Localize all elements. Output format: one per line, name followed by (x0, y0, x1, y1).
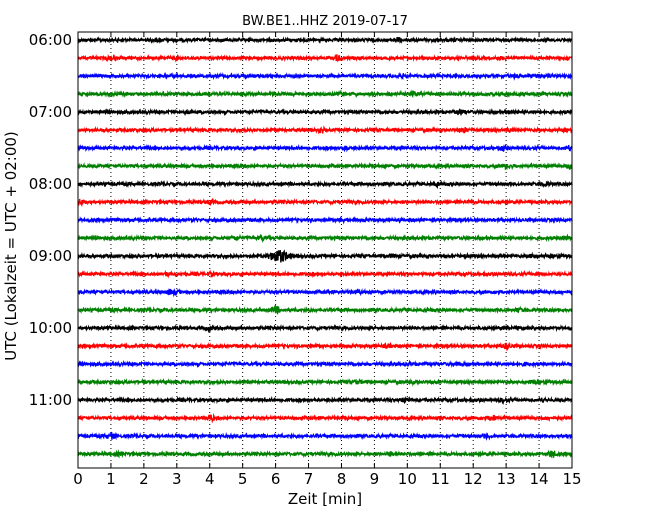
y-axis-label: UTC (Lokalzeit = UTC + 02:00) (2, 131, 20, 361)
x-tick-label: 2 (139, 470, 149, 488)
trace-layer (77, 35, 573, 459)
seismogram-trace (77, 359, 573, 369)
seismogram-trace (77, 125, 573, 135)
x-tick-label: 0 (73, 470, 83, 488)
seismogram-trace (77, 71, 573, 81)
y-tick-label: 08:00 (29, 175, 72, 193)
x-tick-label: 10 (398, 470, 417, 488)
x-tick-label: 6 (271, 470, 281, 488)
x-tick-label: 8 (337, 470, 347, 488)
seismogram-trace (77, 412, 573, 424)
seismogram-trace (77, 35, 573, 45)
seismogram-trace (77, 53, 573, 63)
y-tick-label: 10:00 (29, 319, 72, 337)
seismogram-trace (77, 304, 573, 315)
seismogram-trace (77, 179, 573, 190)
plot-frame (77, 31, 573, 469)
x-tick-label: 5 (238, 470, 248, 488)
seismogram-trace (77, 269, 573, 279)
seismogram-trace (77, 431, 573, 441)
x-tick-label: 4 (205, 470, 215, 488)
tick-layer: 0 1 2 3 4 5 6 7 8 9 10 11 12 13 14 1506:0007:0008:0009:… (29, 31, 582, 488)
x-tick-label: 12 (464, 470, 483, 488)
seismogram-trace (77, 197, 573, 208)
seismogram-trace (77, 88, 573, 99)
y-tick-label: 06:00 (29, 31, 72, 49)
seismogram-trace (77, 161, 573, 171)
seismogram-trace (77, 341, 573, 352)
x-axis-label: Zeit [min] (288, 490, 362, 508)
seismogram-trace (77, 323, 573, 334)
seismogram-trace (77, 233, 573, 244)
x-tick-label: 1 (106, 470, 116, 488)
x-tick-label: 11 (431, 470, 450, 488)
y-tick-label: 11:00 (29, 391, 72, 409)
chart-title: BW.BE1..HHZ 2019-07-17 (242, 14, 408, 29)
y-tick-label: 09:00 (29, 247, 72, 265)
x-tick-label: 3 (172, 470, 182, 488)
seismogram-trace (77, 215, 573, 225)
x-tick-label: 14 (530, 470, 549, 488)
seismogram-trace (77, 143, 573, 153)
seismogram-trace (77, 377, 573, 387)
x-tick-label: 15 (562, 470, 581, 488)
x-tick-label: 7 (304, 470, 314, 488)
x-tick-label: 9 (370, 470, 380, 488)
seismogram-trace (77, 107, 573, 117)
seismogram-trace (77, 395, 573, 406)
y-tick-label: 07:00 (29, 103, 72, 121)
x-tick-label: 13 (497, 470, 516, 488)
grid-layer (110, 32, 540, 468)
seismogram-trace (77, 287, 573, 298)
seismogram-trace (77, 449, 573, 459)
seismogram-trace (77, 249, 573, 263)
